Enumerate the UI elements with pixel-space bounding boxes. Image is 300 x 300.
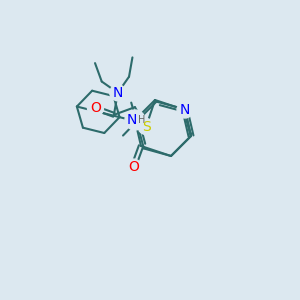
- Text: S: S: [142, 120, 151, 134]
- Circle shape: [125, 110, 145, 130]
- Text: N: N: [112, 86, 123, 100]
- Text: N: N: [127, 113, 137, 127]
- Text: N: N: [180, 103, 190, 117]
- Circle shape: [177, 102, 193, 118]
- Circle shape: [88, 100, 103, 116]
- Circle shape: [125, 159, 141, 175]
- Text: O: O: [90, 101, 101, 115]
- Circle shape: [110, 85, 126, 101]
- Text: O: O: [128, 160, 139, 174]
- Circle shape: [138, 118, 154, 135]
- Text: H: H: [138, 115, 146, 125]
